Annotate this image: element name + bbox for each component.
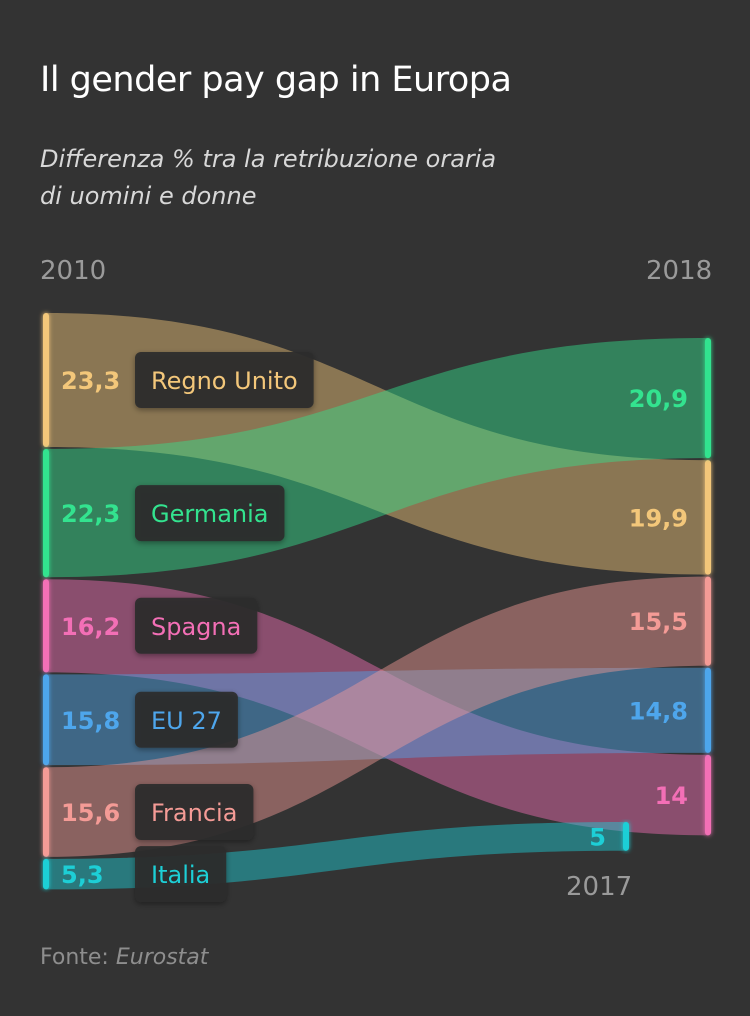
name-italia: Italia	[151, 861, 210, 889]
bar-end-italia	[623, 822, 629, 851]
bar-start-italia	[43, 858, 49, 890]
bar-start-regno-unito	[43, 313, 49, 447]
chart-subtitle: Differenza % tra la retribuzione oraria …	[40, 141, 600, 215]
value-end-francia: 15,5	[629, 608, 688, 636]
country-pill-spagna: Spagna	[135, 597, 258, 654]
name-germania: Germania	[151, 500, 268, 528]
bar-end-germania	[705, 338, 711, 459]
value-end-italia: 5	[589, 823, 606, 851]
value-start-eu-27: 15,8	[61, 707, 120, 735]
bar-end-regno-unito	[705, 460, 711, 575]
source-note: Fonte: Eurostat	[40, 945, 208, 970]
country-pill-eu-27: EU 27	[135, 691, 238, 748]
bar-end-eu-27	[705, 667, 711, 753]
year-start-label: 2010	[40, 256, 107, 286]
name-eu-27: EU 27	[151, 707, 222, 735]
value-start-italia: 5,3	[61, 861, 104, 889]
pill-bg-germania	[135, 485, 285, 542]
bar-start-eu-27	[43, 674, 49, 766]
bar-end-spagna	[705, 754, 711, 836]
value-end-germania: 20,9	[629, 385, 688, 413]
pill-bg-spagna	[135, 597, 258, 654]
source-label: Fonte:	[40, 945, 109, 970]
value-start-spagna: 16,2	[61, 613, 120, 641]
name-regno-unito: Regno Unito	[151, 367, 298, 395]
subtitle-line-1: Differenza % tra la retribuzione oraria	[40, 145, 497, 173]
country-pill-italia: Italia	[135, 846, 227, 903]
value-end-spagna: 14	[655, 782, 688, 810]
bar-layer	[43, 313, 711, 890]
value-start-germania: 22,3	[61, 500, 120, 528]
value-end-eu-27: 14,8	[629, 697, 688, 725]
pill-bg-regno-unito	[135, 351, 314, 408]
bar-start-germania	[43, 448, 49, 578]
pill-bg-italia	[135, 846, 227, 903]
year-italy-end-label: 2017	[566, 872, 633, 902]
source-name: Eurostat	[115, 945, 209, 970]
bar-start-francia	[43, 767, 49, 857]
chart-title: Il gender pay gap in Europa	[40, 60, 512, 100]
value-start-francia: 15,6	[61, 799, 120, 827]
subtitle-line-2: di uomini e donne	[40, 182, 257, 210]
name-francia: Francia	[151, 799, 237, 827]
value-start-regno-unito: 23,3	[61, 367, 120, 395]
year-end-label: 2018	[646, 256, 713, 286]
country-pill-germania: Germania	[135, 485, 285, 542]
label-layer: 23,3 Regno Unito 19,9 22,3 Germania 20,9 16,2 S…	[61, 351, 688, 903]
country-pill-regno-unito: Regno Unito	[135, 351, 314, 408]
pill-bg-francia	[135, 784, 254, 841]
pill-bg-eu-27	[135, 691, 238, 748]
bar-start-spagna	[43, 579, 49, 673]
bar-end-francia	[705, 576, 711, 666]
country-pill-francia: Francia	[135, 784, 254, 841]
name-spagna: Spagna	[151, 613, 241, 641]
value-end-regno-unito: 19,9	[629, 504, 688, 532]
